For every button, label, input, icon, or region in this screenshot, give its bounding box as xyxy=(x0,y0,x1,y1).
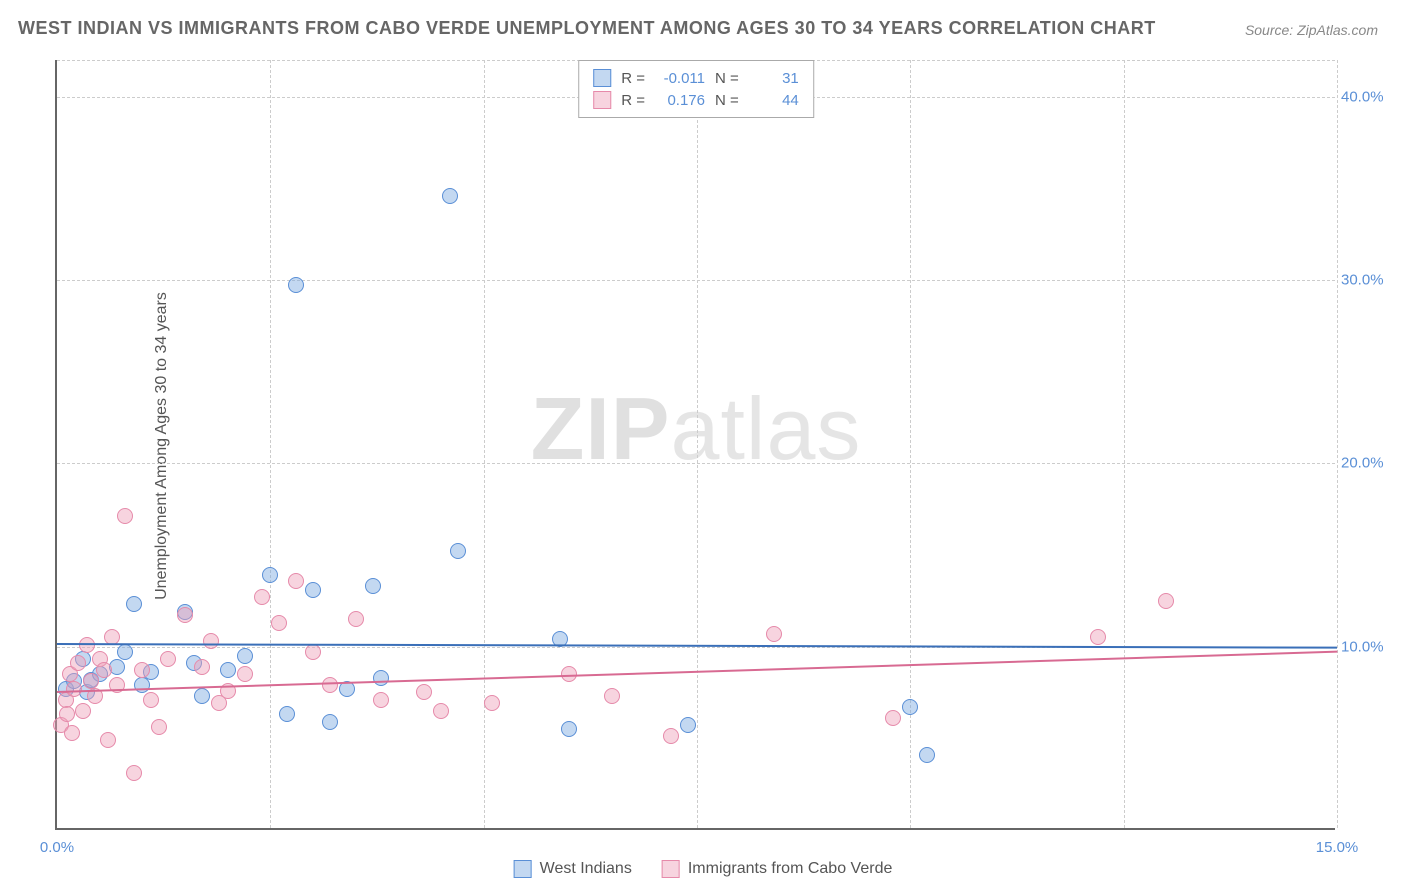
scatter-point xyxy=(271,615,287,631)
scatter-point xyxy=(100,732,116,748)
scatter-point xyxy=(442,188,458,204)
legend-n-label: N = xyxy=(715,92,739,109)
scatter-point xyxy=(305,644,321,660)
scatter-point xyxy=(262,567,278,583)
scatter-point xyxy=(322,714,338,730)
scatter-point xyxy=(203,633,219,649)
gridline-horizontal xyxy=(57,280,1335,281)
scatter-point xyxy=(322,677,338,693)
scatter-point xyxy=(561,721,577,737)
legend-swatch xyxy=(514,860,532,878)
scatter-point xyxy=(288,573,304,589)
scatter-point xyxy=(126,596,142,612)
scatter-point xyxy=(194,688,210,704)
legend-n-label: N = xyxy=(715,70,739,87)
y-tick-label: 40.0% xyxy=(1341,88,1393,105)
scatter-point xyxy=(902,699,918,715)
plot-area: ZIPatlas R =-0.011N =31R =0.176N =44 10.… xyxy=(55,60,1335,830)
scatter-point xyxy=(117,508,133,524)
legend-series: West Indians Immigrants from Cabo Verde xyxy=(514,860,893,878)
scatter-point xyxy=(151,719,167,735)
x-tick-label: 0.0% xyxy=(40,839,74,856)
scatter-point xyxy=(450,543,466,559)
legend-swatch xyxy=(593,69,611,87)
legend-r-label: R = xyxy=(621,70,645,87)
scatter-point xyxy=(70,655,86,671)
gridline-vertical xyxy=(270,60,271,828)
scatter-point xyxy=(885,710,901,726)
gridline-horizontal xyxy=(57,463,1335,464)
scatter-point xyxy=(237,648,253,664)
scatter-point xyxy=(160,651,176,667)
scatter-point xyxy=(348,611,364,627)
gridline-vertical xyxy=(697,60,698,828)
legend-stat-row: R = 0.176 N = 44 xyxy=(593,89,799,111)
legend-r-value: -0.011 xyxy=(655,70,705,87)
scatter-point xyxy=(194,659,210,675)
scatter-point xyxy=(254,589,270,605)
scatter-point xyxy=(59,706,75,722)
legend-series-item: West Indians xyxy=(514,860,632,878)
x-tick-label: 15.0% xyxy=(1316,839,1359,856)
scatter-point xyxy=(66,681,82,697)
scatter-point xyxy=(237,666,253,682)
scatter-point xyxy=(919,747,935,763)
scatter-point xyxy=(288,277,304,293)
scatter-point xyxy=(305,582,321,598)
legend-stats: R = -0.011 N = 31 R = 0.176 N = 44 xyxy=(578,60,814,118)
legend-swatch xyxy=(662,860,680,878)
legend-swatch xyxy=(593,91,611,109)
scatter-point xyxy=(766,626,782,642)
y-tick-label: 20.0% xyxy=(1341,455,1393,472)
scatter-point xyxy=(83,673,99,689)
scatter-point xyxy=(604,688,620,704)
scatter-point xyxy=(373,670,389,686)
scatter-point xyxy=(279,706,295,722)
scatter-point xyxy=(220,662,236,678)
scatter-point xyxy=(433,703,449,719)
scatter-point xyxy=(416,684,432,700)
scatter-point xyxy=(75,703,91,719)
gridline-vertical xyxy=(1337,60,1338,828)
scatter-point xyxy=(373,692,389,708)
legend-series-label: Immigrants from Cabo Verde xyxy=(688,860,893,878)
chart-title: WEST INDIAN VS IMMIGRANTS FROM CABO VERD… xyxy=(18,18,1156,39)
scatter-point xyxy=(1090,629,1106,645)
scatter-point xyxy=(134,662,150,678)
y-tick-label: 10.0% xyxy=(1341,638,1393,655)
scatter-point xyxy=(680,717,696,733)
scatter-point xyxy=(96,662,112,678)
y-tick-label: 30.0% xyxy=(1341,272,1393,289)
scatter-point xyxy=(484,695,500,711)
legend-r-value: 0.176 xyxy=(655,92,705,109)
scatter-point xyxy=(64,725,80,741)
gridline-vertical xyxy=(1124,60,1125,828)
source-label: Source: ZipAtlas.com xyxy=(1245,22,1378,38)
legend-r-label: R = xyxy=(621,92,645,109)
gridline-vertical xyxy=(484,60,485,828)
scatter-point xyxy=(126,765,142,781)
scatter-point xyxy=(365,578,381,594)
scatter-point xyxy=(663,728,679,744)
legend-n-value: 44 xyxy=(749,92,799,109)
scatter-point xyxy=(177,607,193,623)
legend-series-item: Immigrants from Cabo Verde xyxy=(662,860,893,878)
scatter-point xyxy=(1158,593,1174,609)
scatter-point xyxy=(143,692,159,708)
legend-series-label: West Indians xyxy=(540,860,632,878)
legend-n-value: 31 xyxy=(749,70,799,87)
legend-stat-row: R = -0.011 N = 31 xyxy=(593,67,799,89)
scatter-point xyxy=(117,644,133,660)
